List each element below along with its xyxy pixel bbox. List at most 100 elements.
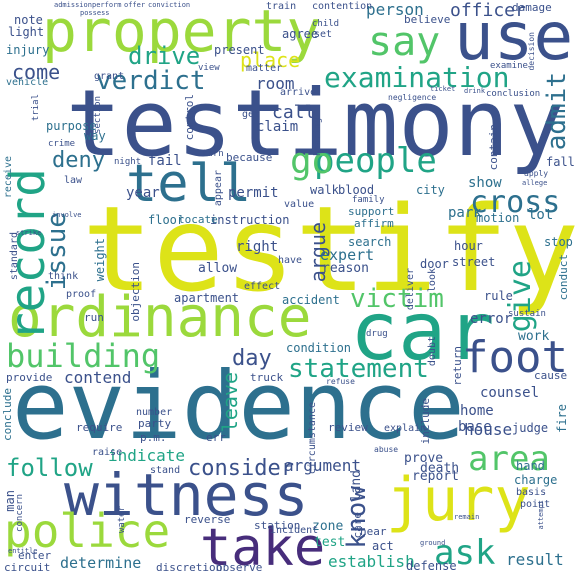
word-train: train: [266, 1, 297, 12]
word-look: look: [427, 268, 438, 293]
word-appear: appear: [213, 170, 224, 207]
word-entitle: entitle: [8, 547, 38, 555]
word-hearing: hearing: [313, 118, 323, 156]
word-conclude: conclude: [1, 388, 14, 441]
word-ticket: ticket: [430, 85, 456, 93]
word-condition: condition: [286, 341, 352, 355]
word-circumstance: circumstance: [307, 402, 318, 475]
word-admit: admit: [542, 72, 572, 151]
word-law: law: [64, 175, 83, 186]
word-death: death: [420, 461, 460, 476]
word-city: city: [416, 183, 445, 197]
word-possess: possess: [80, 9, 110, 17]
word-drug: drug: [366, 329, 388, 339]
word-search: search: [348, 235, 392, 249]
word-year: year: [126, 185, 160, 201]
word-testimony: testimony: [66, 70, 565, 177]
word-motion: motion: [476, 211, 520, 225]
word-have: have: [278, 255, 303, 266]
word-place: place: [240, 48, 301, 72]
word-section: section: [93, 96, 103, 134]
word-believe: believe: [404, 13, 451, 26]
word-explain: explain: [384, 423, 427, 434]
word-deliver: deliver: [405, 268, 416, 311]
word-stand: stand: [150, 465, 181, 476]
word-allow: allow: [198, 261, 238, 276]
word-remain: remain: [454, 513, 480, 521]
word-home: home: [460, 403, 494, 419]
word-turn: turn: [202, 149, 224, 159]
word-result: result: [506, 550, 564, 569]
word-trial: trial: [31, 94, 41, 122]
word-officer: officer: [450, 0, 526, 21]
word-perform: perform: [92, 1, 122, 9]
word-property: property: [42, 0, 322, 65]
word-water: water: [117, 506, 127, 534]
word-come: come: [12, 60, 61, 84]
word-contend: contend: [64, 368, 132, 387]
word-charge: charge: [514, 473, 558, 487]
word-evidence: evidence: [12, 352, 465, 461]
word-value: value: [284, 199, 315, 210]
word-accident: accident: [282, 293, 340, 307]
word-basis: basis: [516, 487, 547, 498]
word-return: return: [451, 346, 464, 386]
word-prove: prove: [404, 451, 444, 466]
word-conclusion: conclusion: [486, 89, 541, 99]
word-act: act: [372, 539, 394, 553]
word-receive: receive: [3, 156, 14, 199]
word-report: report: [412, 469, 459, 484]
word-reverse: reverse: [184, 513, 231, 526]
word-strike: strike: [16, 229, 42, 237]
word-hear: hear: [360, 525, 387, 538]
word-weight: weight: [93, 238, 107, 282]
word-floor: floor: [148, 213, 185, 227]
word-negligence: negligence: [388, 93, 437, 102]
word-station: station: [254, 519, 301, 532]
word-stop: stop: [544, 235, 573, 249]
word-leave: leave: [218, 372, 242, 433]
word-use: use: [454, 0, 574, 75]
word-arrive: arrive: [280, 87, 317, 98]
word-hour: hour: [454, 239, 483, 253]
word-house: house: [464, 420, 513, 439]
word-park: park: [448, 205, 482, 221]
word-decision: decision: [527, 32, 536, 71]
word-get: get: [242, 109, 261, 120]
word-effect: effect: [244, 281, 281, 292]
word-agree: agree: [282, 27, 319, 41]
word-review: review: [328, 421, 368, 434]
word-foot: foot: [462, 332, 568, 383]
word-present: present: [214, 43, 265, 57]
word-car: car: [350, 285, 495, 378]
word-allege: allege: [522, 179, 548, 187]
word-call: call: [272, 102, 316, 123]
word-blood: blood: [338, 183, 375, 197]
word-claim: claim: [256, 119, 299, 135]
word-walk: walk: [310, 183, 339, 197]
word-indicate: indicate: [108, 446, 186, 465]
word-standard: standard: [9, 232, 20, 281]
word-pm: p.m.: [140, 431, 167, 444]
word-objection: objection: [129, 262, 142, 322]
word-fail: fail: [148, 153, 182, 169]
word-judge: judge: [512, 421, 549, 435]
word-crime: crime: [48, 139, 76, 149]
word-night: night: [114, 157, 142, 167]
word-because: because: [226, 151, 273, 164]
word-street: street: [452, 255, 496, 269]
word-provide: provide: [6, 371, 53, 384]
word-incident: incident: [270, 525, 319, 536]
word-contain: contain: [487, 124, 500, 171]
word-fire: fire: [555, 404, 569, 433]
word-care: care: [351, 512, 364, 539]
word-concern: concern: [15, 494, 25, 532]
word-argument: argument: [284, 456, 362, 475]
word-affirm: affirm: [354, 217, 394, 230]
word-cross: cross: [470, 185, 561, 220]
word-instruction: instruction: [210, 213, 290, 227]
word-conviction: conviction: [148, 1, 191, 9]
word-expert: expert: [320, 246, 375, 264]
word-police: police: [4, 504, 171, 558]
word-party: party: [138, 417, 172, 430]
